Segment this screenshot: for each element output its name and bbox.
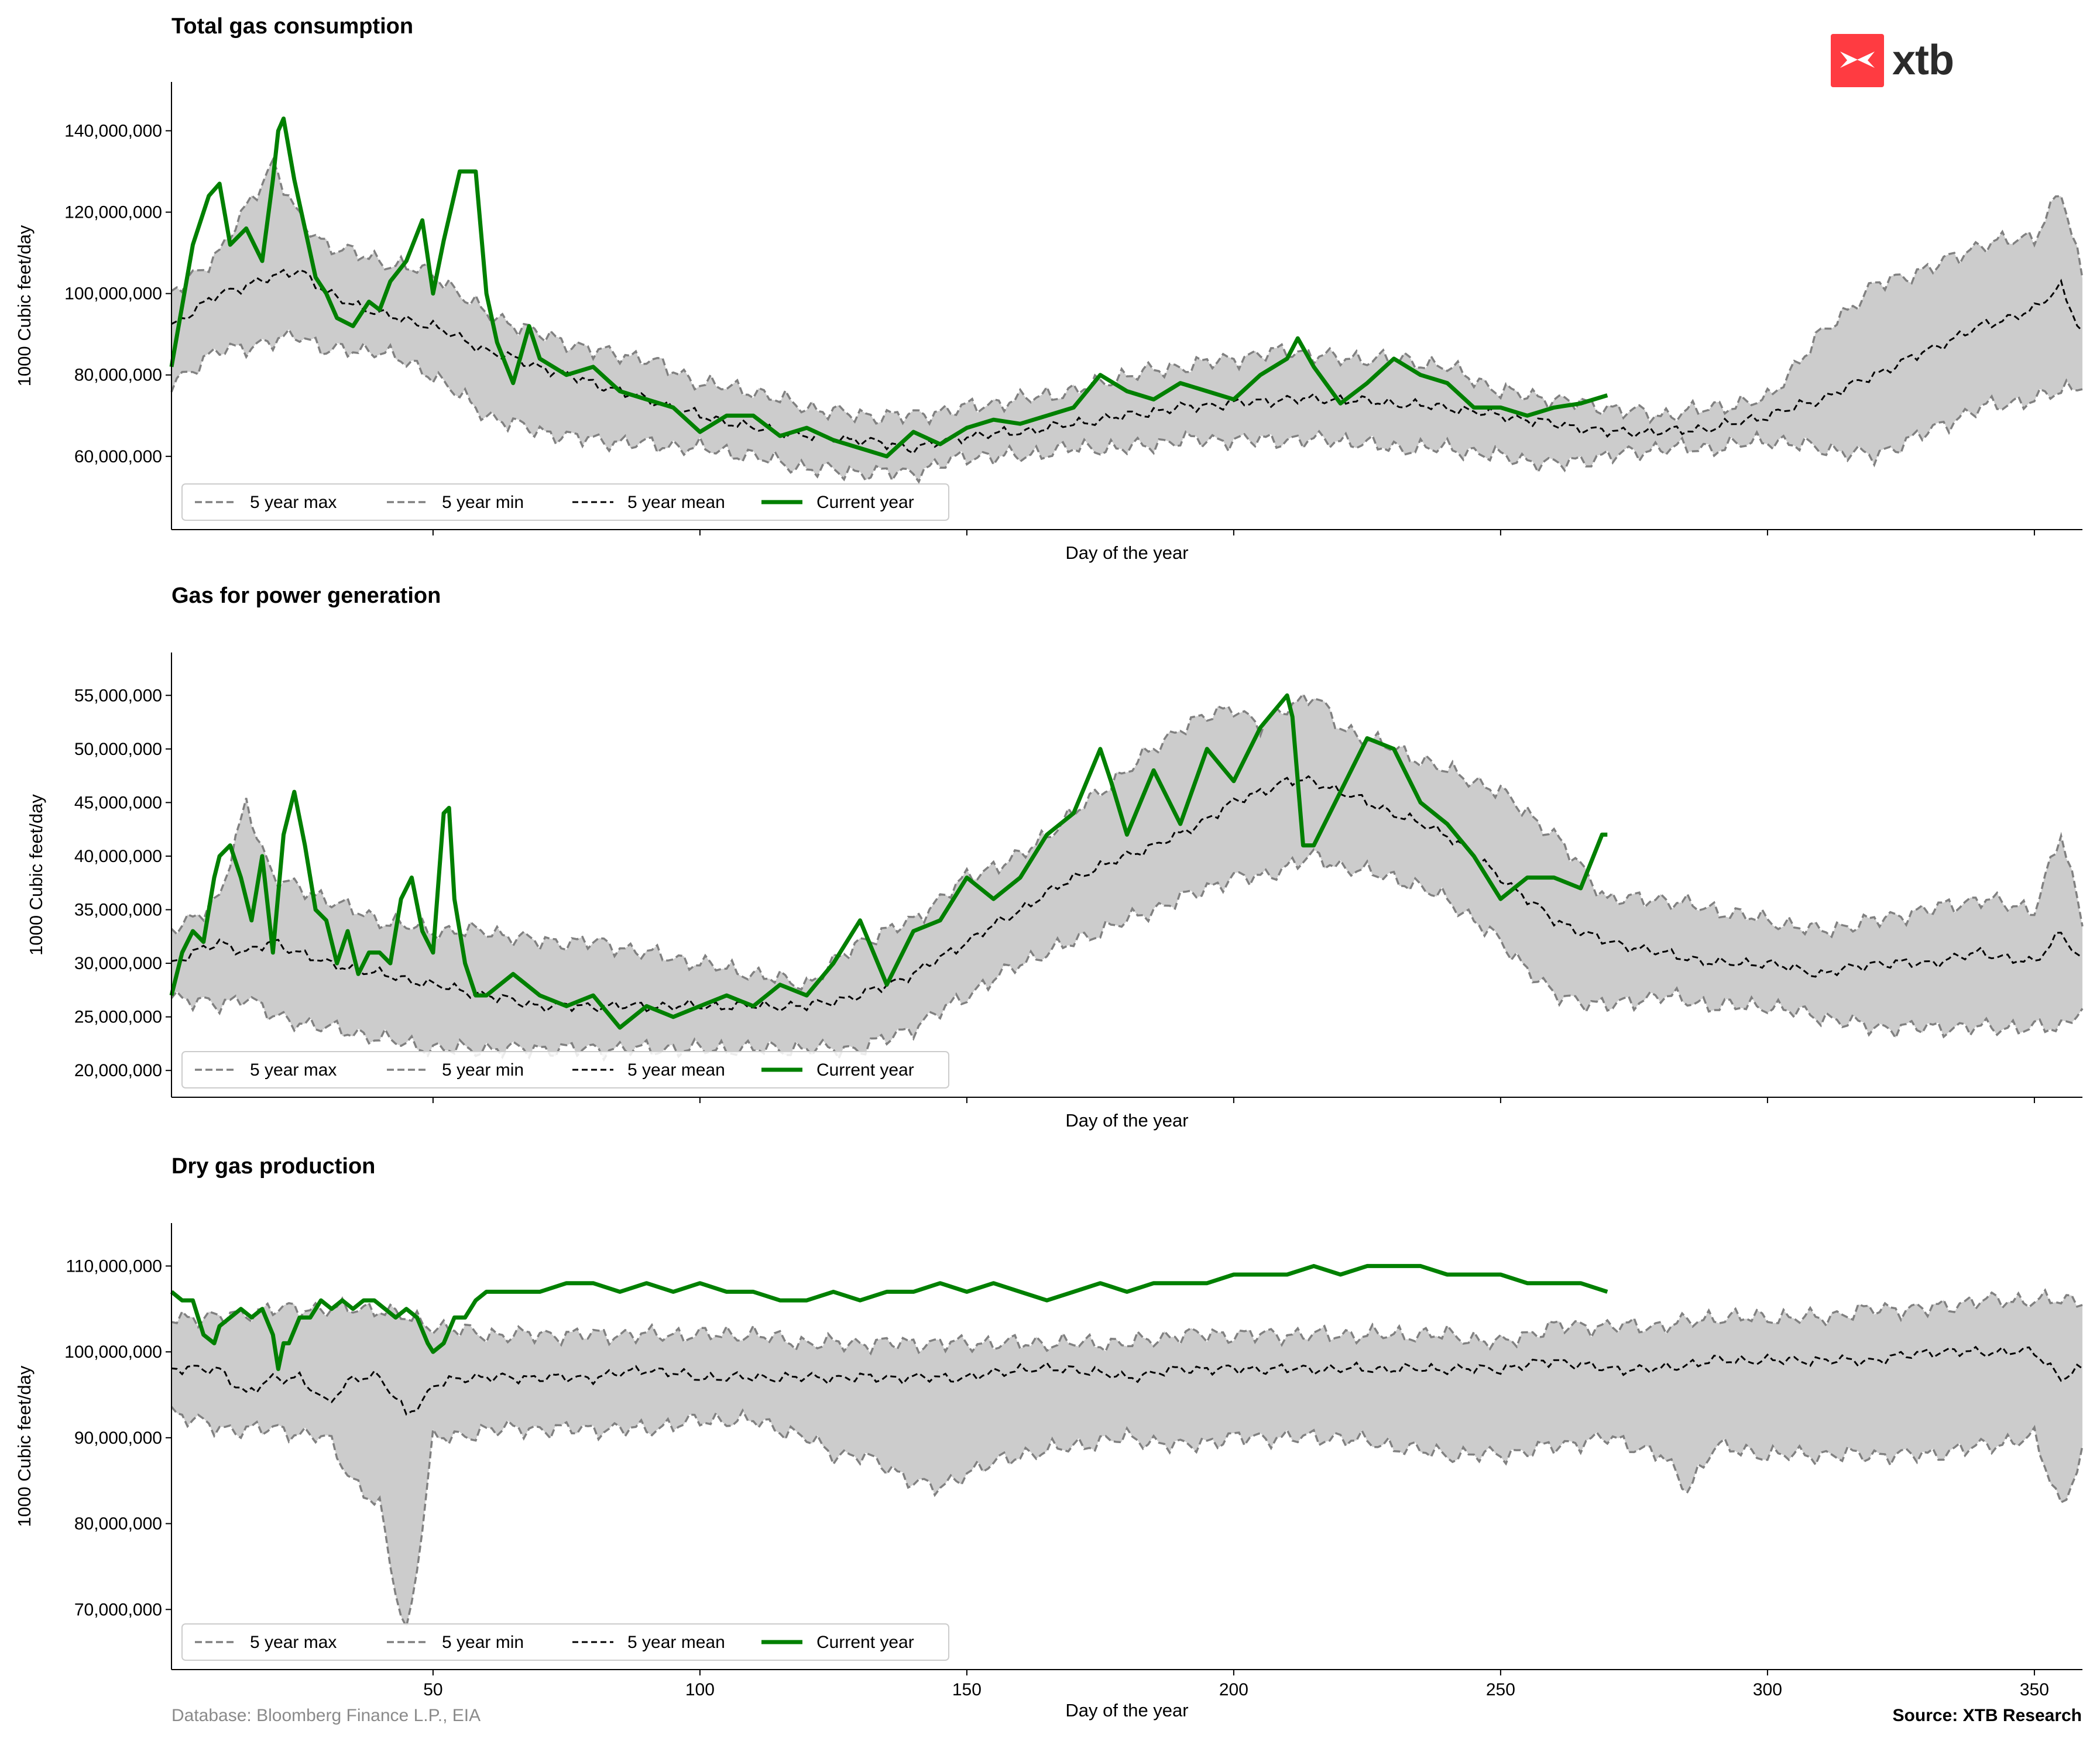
- y-tick-label: 45,000,000: [74, 793, 162, 812]
- xtb-logo: xtb: [1831, 33, 1954, 88]
- legend-box: [181, 483, 949, 521]
- y-tick-label: 80,000,000: [74, 366, 162, 385]
- y-axis-label: 1000 Cubic feet/day: [26, 794, 46, 956]
- chart-title: Total gas consumption: [171, 14, 413, 39]
- series-5-year-mean: [171, 269, 2084, 455]
- x-tick-label: 150: [952, 1680, 982, 1699]
- chart-title: Gas for power generation: [171, 583, 441, 608]
- legend-box: [181, 1623, 949, 1661]
- y-tick-label: 80,000,000: [74, 1515, 162, 1534]
- y-tick-label: 100,000,000: [64, 1342, 162, 1362]
- legend-label: 5 year mean: [627, 1060, 725, 1080]
- series-5-year-max: [171, 1288, 2083, 1356]
- legend-label: 5 year min: [442, 1633, 524, 1652]
- xtb-logo-icon: [1831, 33, 1884, 87]
- legend-label: 5 year min: [442, 493, 524, 512]
- y-axis-label: 1000 Cubic feet/day: [14, 225, 35, 386]
- series-5-year-min: [170, 848, 2084, 1062]
- series-5-year-min: [170, 1406, 2084, 1630]
- y-tick-label: 55,000,000: [74, 686, 162, 705]
- series-5-year-max: [170, 692, 2084, 991]
- five-year-range-band: [171, 159, 2082, 482]
- series-5-year-mean: [171, 1345, 2083, 1416]
- legend-label: 5 year max: [250, 493, 337, 512]
- x-tick-label: 250: [1486, 1680, 1515, 1699]
- y-tick-label: 120,000,000: [64, 203, 162, 222]
- xtb-logo-text: xtb: [1892, 37, 1954, 84]
- y-tick-label: 20,000,000: [74, 1061, 162, 1080]
- legend-label: Current year: [816, 1633, 914, 1652]
- legend-label: Current year: [816, 493, 914, 512]
- y-tick-label: 35,000,000: [74, 901, 162, 920]
- legend-label: 5 year max: [250, 1060, 337, 1080]
- series-5-year-mean: [171, 775, 2083, 1013]
- x-tick-label: 350: [2020, 1680, 2049, 1699]
- five-year-range-band: [171, 1290, 2082, 1627]
- legend-box: [181, 1051, 949, 1088]
- legend-label: 5 year max: [250, 1633, 337, 1652]
- footer-source-note: Source: XTB Research: [1892, 1706, 2082, 1725]
- series-current-year: [169, 116, 1608, 459]
- chart-title: Dry gas production: [171, 1154, 375, 1179]
- y-tick-label: 40,000,000: [74, 847, 162, 866]
- legend-label: 5 year mean: [627, 1633, 725, 1652]
- x-tick-label: 100: [685, 1680, 715, 1699]
- y-tick-label: 100,000,000: [64, 284, 162, 304]
- y-tick-label: 50,000,000: [74, 740, 162, 759]
- y-tick-label: 60,000,000: [74, 447, 162, 466]
- series-current-year: [170, 1263, 1608, 1371]
- x-tick-label: 200: [1219, 1680, 1248, 1699]
- legend-label: 5 year mean: [627, 493, 725, 512]
- footer-database-note: Database: Bloomberg Finance L.P., EIA: [171, 1706, 481, 1725]
- legend-label: 5 year min: [442, 1060, 524, 1080]
- series-5-year-min: [170, 327, 2083, 484]
- y-tick-label: 25,000,000: [74, 1008, 162, 1027]
- y-tick-label: 70,000,000: [74, 1600, 162, 1619]
- y-tick-label: 140,000,000: [64, 121, 162, 140]
- x-axis-label: Day of the year: [1065, 542, 1188, 563]
- legend-label: Current year: [816, 1060, 914, 1080]
- five-year-range-band: [171, 694, 2082, 1060]
- x-axis-label: Day of the year: [1065, 1700, 1188, 1720]
- x-axis-label: Day of the year: [1065, 1110, 1188, 1131]
- x-tick-label: 300: [1753, 1680, 1782, 1699]
- series-current-year: [169, 693, 1608, 1030]
- y-tick-label: 90,000,000: [74, 1428, 162, 1448]
- y-tick-label: 110,000,000: [66, 1256, 162, 1276]
- y-tick-label: 30,000,000: [74, 954, 162, 973]
- series-5-year-max: [171, 157, 2084, 426]
- y-axis-label: 1000 Cubic feet/day: [14, 1365, 35, 1527]
- x-tick-label: 50: [423, 1680, 442, 1699]
